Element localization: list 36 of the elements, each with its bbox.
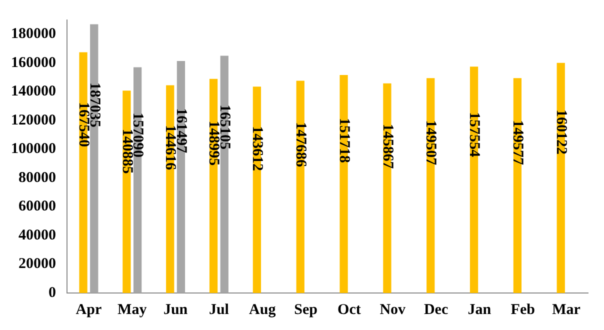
x-tick-label: Mar [552, 302, 581, 318]
bar [122, 90, 131, 293]
x-tick-label: Jul [208, 302, 229, 318]
data-label: 149507 [422, 120, 439, 166]
x-tick-label: Oct [338, 302, 361, 318]
data-label: 145867 [379, 124, 396, 170]
x-tick-label: Nov [380, 302, 406, 318]
x-tick-label: Jun [163, 302, 188, 318]
y-tick-label: 80000 [18, 170, 56, 186]
y-tick-label: 180000 [11, 26, 56, 42]
y-tick-label: 100000 [11, 141, 56, 158]
y-tick-label: 160000 [11, 54, 56, 71]
x-tick-label: Dec [424, 302, 448, 318]
y-tick-label: 140000 [11, 84, 56, 100]
x-tick-label: May [118, 302, 148, 318]
bar [383, 83, 392, 293]
data-label: 160122 [552, 109, 569, 154]
y-tick-label: 0 [48, 284, 56, 301]
data-label: 151718 [336, 118, 352, 163]
x-tick-label: Apr [76, 302, 102, 318]
data-label: 149577 [510, 120, 526, 166]
y-tick-label: 40000 [18, 227, 56, 244]
bar [90, 24, 98, 293]
y-tick-label: 20000 [18, 256, 56, 272]
y-tick-label: 120000 [11, 112, 56, 128]
x-tick-label: Aug [249, 302, 276, 318]
x-tick-label: Jan [468, 302, 492, 318]
data-label: 157554 [466, 112, 482, 158]
bar [470, 66, 478, 293]
bar [79, 52, 88, 293]
data-label: 147686 [292, 122, 308, 168]
bar [340, 75, 348, 293]
data-label: 143612 [249, 126, 266, 172]
x-tick-label: Sep [294, 302, 318, 318]
x-tick-label: Feb [510, 302, 535, 318]
y-tick-label: 60000 [18, 198, 56, 215]
